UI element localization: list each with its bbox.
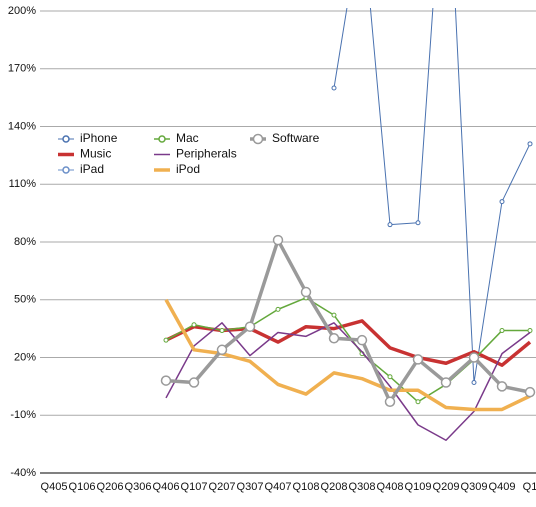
y-tick-label: 110% <box>9 178 37 190</box>
legend-label: Software <box>272 131 320 145</box>
point <box>499 199 505 205</box>
legend-marker <box>158 135 166 143</box>
legend-label: Mac <box>176 131 199 145</box>
point <box>387 222 393 228</box>
x-tick-label: Q307 <box>237 481 264 493</box>
legend-marker <box>252 133 264 145</box>
x-tick-label: Q408 <box>377 481 404 493</box>
point <box>328 333 340 344</box>
series-line <box>164 298 531 412</box>
legend-label: iPhone <box>80 131 118 145</box>
legend-item: iPod <box>154 162 200 176</box>
point <box>188 377 200 388</box>
x-tick-label: Q306 <box>125 481 152 493</box>
x-tick-label: Q405 <box>41 481 68 493</box>
point <box>527 141 533 147</box>
x-tick-label: Q407 <box>265 481 292 493</box>
point <box>415 399 421 405</box>
legend-label: Music <box>80 147 111 161</box>
point <box>524 386 536 398</box>
point <box>275 306 281 312</box>
x-tick-label: Q107 <box>181 481 208 493</box>
y-tick-label: -40% <box>10 467 36 479</box>
point <box>331 312 337 318</box>
series-line <box>333 8 531 384</box>
point <box>527 328 533 334</box>
point <box>244 321 256 332</box>
point <box>191 322 197 328</box>
x-tick-label: Q406 <box>153 481 180 493</box>
point <box>440 377 452 388</box>
plot <box>160 8 536 442</box>
legend-label: iPad <box>80 162 104 176</box>
x-tick-label: Q209 <box>433 481 460 493</box>
legend-marker <box>62 135 70 143</box>
x-tick-label: Q308 <box>349 481 376 493</box>
legend-item: Music <box>58 147 111 161</box>
x-tick-label: Q206 <box>97 481 124 493</box>
x-tick-label: Q309 <box>461 481 488 493</box>
y-tick-label: 170% <box>8 63 36 75</box>
point <box>272 234 284 246</box>
x-tick-label: Q109 <box>405 481 432 493</box>
legend-label: iPod <box>176 162 200 176</box>
point <box>387 374 393 380</box>
point <box>356 334 368 346</box>
point <box>496 381 508 392</box>
point <box>499 328 505 334</box>
point <box>412 354 424 365</box>
point <box>216 344 228 356</box>
x-tick-label: Q106 <box>69 481 96 493</box>
point <box>468 352 480 363</box>
point <box>384 396 396 408</box>
legend-item: Mac <box>154 131 199 145</box>
legend-item: iPhone <box>58 131 118 145</box>
point <box>471 380 477 386</box>
legend-item: iPad <box>58 162 104 176</box>
y-tick-label: 200% <box>8 5 36 17</box>
x-tick-label: Q207 <box>209 481 236 493</box>
legend-item: Software <box>250 131 320 145</box>
x-tick-label: Q208 <box>321 481 348 493</box>
point <box>415 220 421 226</box>
point <box>219 328 225 334</box>
y-tick-label: -10% <box>10 409 36 421</box>
series-line <box>165 238 531 404</box>
grid: -40%-10%20%50%80%110%140%170%200%Q405 Q10… <box>8 5 536 493</box>
legend-marker <box>62 166 70 174</box>
x-tick-label: Q1 <box>523 481 536 493</box>
point <box>331 85 337 91</box>
y-tick-label: 20% <box>14 351 36 363</box>
x-tick-label: Q108 <box>293 481 320 493</box>
series-line <box>165 322 531 442</box>
point <box>300 286 312 298</box>
y-tick-label: 80% <box>14 236 36 248</box>
x-tick-label: Q409 <box>489 481 516 493</box>
y-tick-label: 140% <box>8 120 36 132</box>
point <box>163 337 169 343</box>
legend-item: Peripherals <box>154 147 237 161</box>
legend-label: Peripherals <box>176 147 237 161</box>
y-tick-label: 50% <box>14 294 36 306</box>
point <box>160 375 172 386</box>
